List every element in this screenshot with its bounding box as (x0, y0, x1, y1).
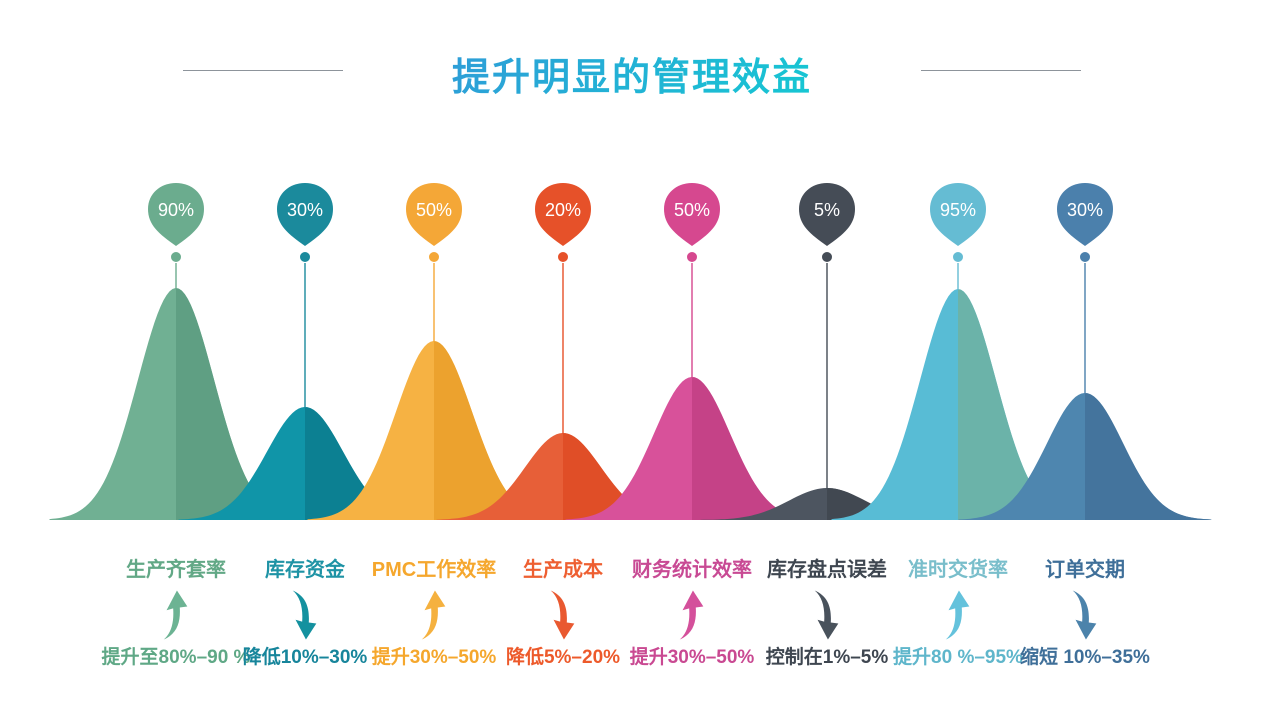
item-annotation: 库存资金降低10%–30% (195, 557, 415, 671)
badge-value: 50% (416, 200, 452, 220)
badge-dot (687, 252, 697, 262)
percent-badge (1057, 183, 1113, 246)
badge-dot (558, 252, 568, 262)
bell-curve-dark-half (1085, 393, 1212, 520)
item-label: 生产齐套率 (126, 559, 226, 581)
badge-value: 90% (158, 200, 194, 220)
percent-badge (930, 183, 986, 246)
badge-value: 30% (287, 200, 323, 220)
badge-value: 95% (940, 200, 976, 220)
trend-up-icon (945, 590, 970, 640)
arrow-shape (163, 590, 188, 640)
trend-down-icon (1072, 590, 1097, 640)
bell-curve-dark-half (305, 407, 432, 520)
item-annotation: 准时交货率提升80 %–95% (848, 557, 1068, 671)
title-divider-right (921, 70, 1081, 71)
item-annotation: 生产齐套率提升至80%–90 % (66, 557, 286, 671)
page-title: 提升明显的管理效益 (0, 46, 1264, 101)
item-label: 订单交期 (1045, 559, 1125, 581)
item-label: 财务统计效率 (632, 559, 752, 581)
badge-value: 5% (814, 200, 840, 220)
badge-value: 50% (674, 200, 710, 220)
item-result: 降低10%–30% (242, 647, 368, 668)
trend-up-icon (421, 590, 446, 640)
item-label: 准时交货率 (908, 559, 1008, 581)
badge-dot (429, 252, 439, 262)
item-result: 提升80 %–95% (893, 647, 1023, 668)
badge-dot (171, 252, 181, 262)
trend-down-icon (292, 590, 317, 640)
item-annotation: 库存盘点误差 控制在1%–5% (717, 557, 937, 671)
item-result: 提升30%–50% (371, 647, 497, 668)
item-label: PMC工作效率 (371, 559, 497, 581)
item-annotation: 订单交期缩短 10%–35% (975, 557, 1195, 671)
badge-value: 30% (1067, 200, 1103, 220)
bell-curve-dark-half (563, 433, 690, 520)
badge-dot (1080, 252, 1090, 262)
badge-dot (822, 252, 832, 262)
percent-badge (799, 183, 855, 246)
percent-badge (277, 183, 333, 246)
trend-down-icon (550, 590, 575, 640)
bell-curve-dark-half (434, 341, 561, 520)
item-annotation: 财务统计效率 提升30%–50% (582, 557, 802, 671)
item-result: 缩短 10%–35% (1020, 647, 1150, 668)
arrow-shape (1072, 590, 1097, 640)
item-result: 提升30%–50% (629, 647, 755, 668)
title-divider-left (183, 70, 343, 71)
arrow-shape (679, 590, 704, 640)
bell-curve-dark-half (958, 289, 1085, 520)
percent-badge (535, 183, 591, 246)
item-label: 生产成本 (523, 559, 603, 581)
percent-badge (406, 183, 462, 246)
arrow-shape (292, 590, 317, 640)
item-label: 库存盘点误差 (767, 559, 887, 581)
bell-curve-dark-half (827, 488, 954, 520)
arrow-shape (550, 590, 575, 640)
percent-badge (664, 183, 720, 246)
arrow-shape (814, 590, 839, 640)
item-annotation: 生产成本降低5%–20% (453, 557, 673, 671)
arrow-shape (945, 590, 970, 640)
item-result: 控制在1%–5% (765, 647, 889, 668)
bell-curve-dark-half (176, 288, 303, 520)
badge-dot (300, 252, 310, 262)
trend-up-icon (163, 590, 188, 640)
item-result: 降低5%–20% (505, 647, 621, 668)
item-annotation: PMC工作效率 提升30%–50% (324, 557, 544, 671)
trend-down-icon (814, 590, 839, 640)
bell-curve-dark-half (692, 377, 819, 520)
percent-badge (148, 183, 204, 246)
arrow-shape (421, 590, 446, 640)
item-label: 库存资金 (265, 559, 345, 581)
badge-dot (953, 252, 963, 262)
trend-up-icon (679, 590, 704, 640)
badge-value: 20% (545, 200, 581, 220)
item-result: 提升至80%–90 % (101, 647, 251, 668)
